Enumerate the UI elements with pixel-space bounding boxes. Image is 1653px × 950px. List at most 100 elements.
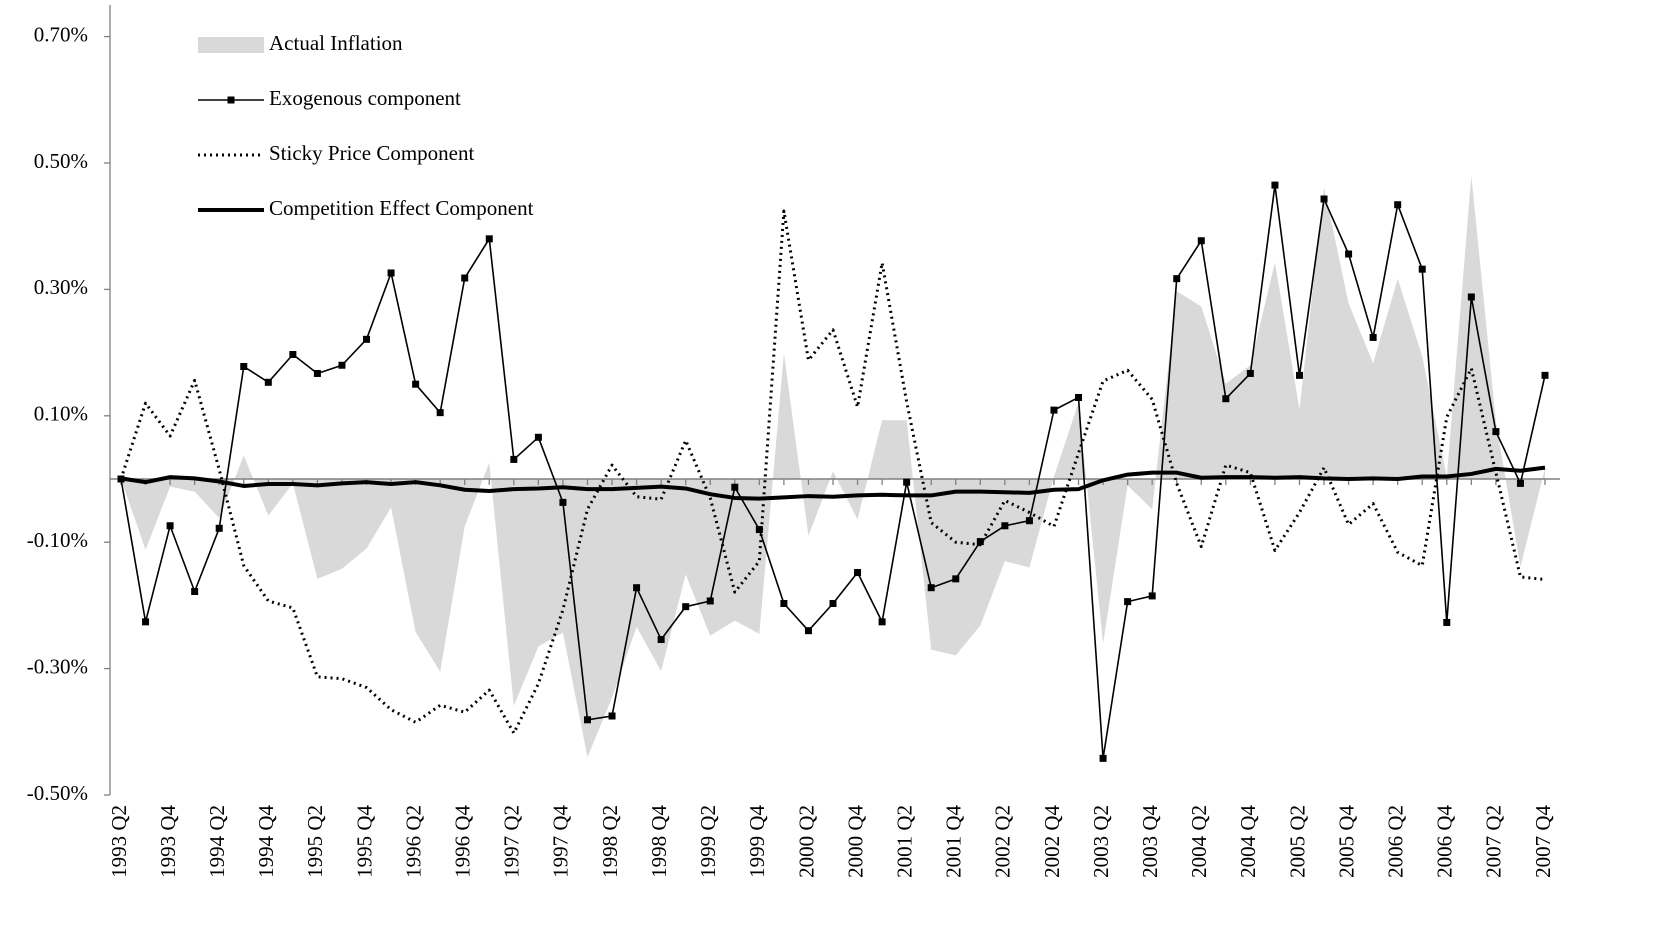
line bbox=[119, 209, 1546, 735]
marker bbox=[191, 587, 199, 595]
marker bbox=[633, 584, 641, 592]
marker bbox=[804, 627, 812, 635]
marker bbox=[461, 274, 469, 282]
marker bbox=[1516, 479, 1524, 487]
x-tick-label: 1996 Q2 bbox=[401, 805, 425, 878]
marker bbox=[1369, 333, 1377, 341]
x-tick-label: 1994 Q2 bbox=[205, 805, 229, 878]
marker bbox=[976, 538, 984, 546]
x-tick-label: 2000 Q2 bbox=[794, 805, 818, 878]
legend-marker bbox=[227, 96, 235, 104]
x-tick-label: 1999 Q2 bbox=[696, 805, 720, 878]
x-tick-label: 2006 Q2 bbox=[1384, 805, 1408, 878]
x-tick-label: 2002 Q4 bbox=[1040, 805, 1064, 878]
marker bbox=[240, 363, 248, 371]
marker bbox=[1075, 393, 1083, 401]
marker bbox=[1197, 237, 1205, 245]
x-tick-label: 1995 Q2 bbox=[303, 805, 327, 878]
x-tick-label: 2001 Q2 bbox=[892, 805, 916, 878]
x-tick-label: 2001 Q4 bbox=[942, 805, 966, 878]
marker bbox=[731, 483, 739, 491]
x-tick-label: 1999 Q4 bbox=[745, 805, 769, 878]
marker bbox=[142, 618, 150, 626]
y-tick-label: 0.50% bbox=[34, 149, 88, 173]
legend-swatch bbox=[198, 37, 264, 53]
y-tick-label: 0.70% bbox=[34, 22, 88, 46]
marker bbox=[1467, 293, 1475, 301]
marker bbox=[1295, 371, 1303, 379]
marker bbox=[412, 380, 420, 388]
marker bbox=[1345, 250, 1353, 258]
x-tick-label: 2007 Q4 bbox=[1531, 805, 1555, 878]
line bbox=[120, 465, 1546, 501]
x-tick-label: 1993 Q4 bbox=[156, 805, 180, 878]
x-tick-label: 1998 Q2 bbox=[598, 805, 622, 878]
x-tick-label: 1994 Q4 bbox=[254, 805, 278, 878]
marker bbox=[1320, 195, 1328, 203]
y-tick-label: -0.50% bbox=[27, 781, 88, 805]
marker bbox=[1246, 369, 1254, 377]
marker bbox=[1443, 618, 1451, 626]
marker bbox=[1394, 201, 1402, 209]
x-tick-label: 1993 Q2 bbox=[107, 805, 131, 878]
marker bbox=[1099, 754, 1107, 762]
marker bbox=[436, 409, 444, 417]
marker bbox=[682, 603, 690, 611]
x-tick-label: 2007 Q2 bbox=[1482, 805, 1506, 878]
legend-label: Competition Effect Component bbox=[269, 196, 534, 220]
marker bbox=[1541, 371, 1549, 379]
x-tick-label: 2004 Q2 bbox=[1187, 805, 1211, 878]
marker bbox=[583, 716, 591, 724]
x-tick-label: 2005 Q4 bbox=[1334, 805, 1358, 878]
legend-label: Actual Inflation bbox=[269, 31, 403, 55]
x-tick-label: 1998 Q4 bbox=[647, 805, 671, 878]
marker bbox=[903, 478, 911, 486]
marker bbox=[780, 600, 788, 608]
marker bbox=[313, 369, 321, 377]
area bbox=[121, 175, 1545, 758]
marker bbox=[1492, 428, 1500, 436]
x-tick-label: 1997 Q4 bbox=[549, 805, 573, 878]
marker bbox=[927, 584, 935, 592]
marker bbox=[1418, 265, 1426, 273]
legend-label: Sticky Price Component bbox=[269, 141, 474, 165]
x-tick-label: 2003 Q2 bbox=[1089, 805, 1113, 878]
x-tick-label: 2004 Q4 bbox=[1236, 805, 1260, 878]
marker bbox=[485, 235, 493, 243]
y-tick-label: -0.10% bbox=[27, 528, 88, 552]
y-tick-label: 0.10% bbox=[34, 402, 88, 426]
y-tick-label: -0.30% bbox=[27, 654, 88, 678]
marker bbox=[1050, 406, 1058, 414]
marker bbox=[657, 636, 665, 644]
marker bbox=[1001, 522, 1009, 530]
marker bbox=[952, 575, 960, 583]
marker bbox=[387, 269, 395, 277]
y-tick-label: 0.30% bbox=[34, 275, 88, 299]
marker bbox=[755, 526, 763, 534]
marker bbox=[559, 498, 567, 506]
marker bbox=[854, 569, 862, 577]
marker bbox=[510, 455, 518, 463]
marker bbox=[1124, 598, 1132, 606]
marker bbox=[608, 712, 616, 720]
x-tick-label: 1995 Q4 bbox=[352, 805, 376, 878]
marker bbox=[1222, 395, 1230, 403]
marker bbox=[706, 597, 714, 605]
x-tick-label: 2003 Q4 bbox=[1138, 805, 1162, 878]
marker bbox=[166, 522, 174, 530]
marker bbox=[1025, 517, 1033, 525]
x-tick-label: 1996 Q4 bbox=[451, 805, 475, 878]
marker bbox=[1271, 181, 1279, 189]
marker bbox=[878, 618, 886, 626]
marker bbox=[1173, 275, 1181, 283]
marker bbox=[534, 433, 542, 441]
marker bbox=[215, 524, 223, 532]
legend-label: Exogenous component bbox=[269, 86, 461, 110]
marker bbox=[289, 350, 297, 358]
x-tick-label: 2002 Q2 bbox=[991, 805, 1015, 878]
x-tick-label: 2005 Q2 bbox=[1285, 805, 1309, 878]
marker bbox=[829, 600, 837, 608]
marker bbox=[363, 335, 371, 343]
